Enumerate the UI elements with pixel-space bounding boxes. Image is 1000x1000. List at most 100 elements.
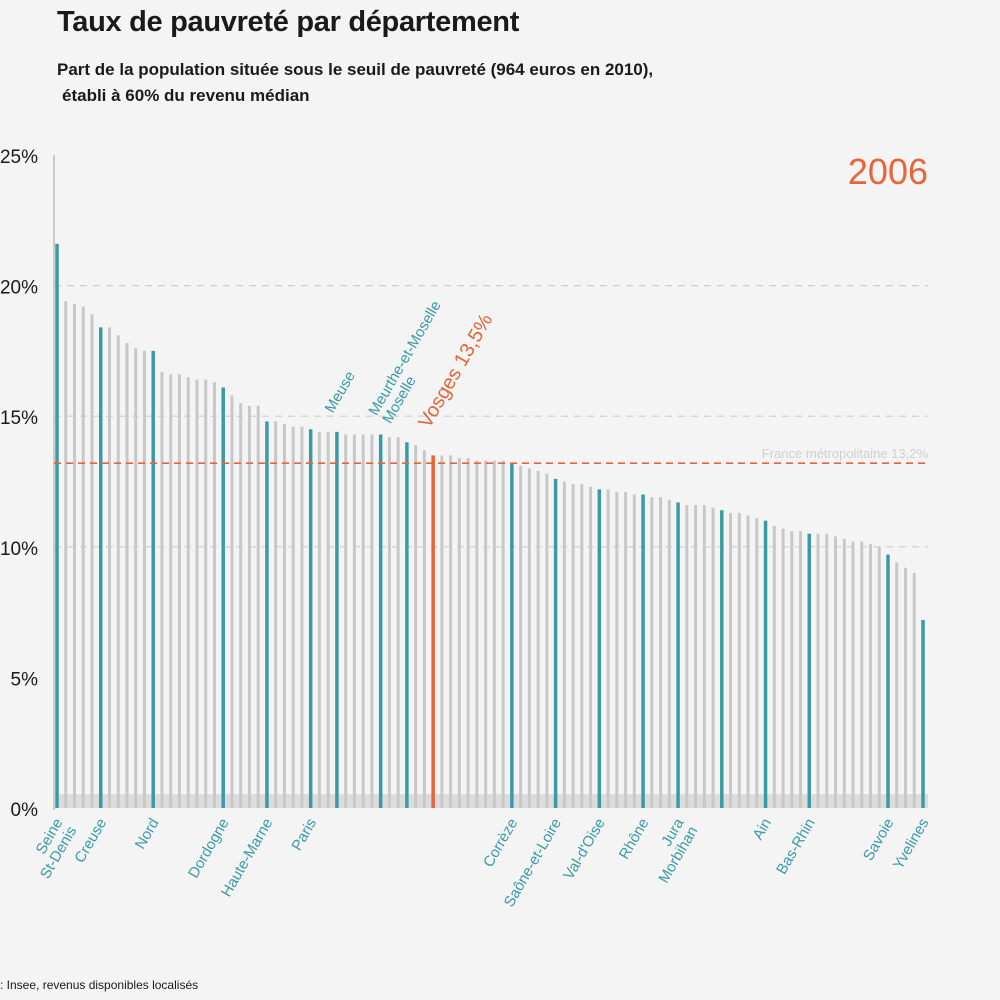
bar-90: [842, 538, 846, 808]
grid-layer: [53, 155, 928, 810]
x-label-group: Nord: [132, 816, 163, 853]
bar-86: [807, 533, 812, 808]
bar-92: [860, 541, 864, 808]
x-label-group: Ain: [749, 816, 775, 843]
bar-60: [580, 484, 584, 808]
bar-36: [370, 434, 374, 808]
bar-63: [606, 489, 610, 808]
bar-16: [195, 379, 199, 808]
bar-69: [659, 497, 663, 808]
bar-35: [361, 434, 365, 808]
x-label-group: Corrèze: [480, 816, 521, 871]
x-label: Rhône: [616, 816, 653, 863]
top-label-group: Meuse: [322, 368, 359, 415]
bar-30: [317, 431, 321, 808]
bar-96: [895, 562, 899, 808]
x-label-group: Val-d'Oise: [560, 816, 609, 883]
bar-38: [387, 437, 391, 808]
bar-34: [352, 434, 356, 808]
bar-52: [510, 463, 514, 808]
y-tick-label-15: 15%: [0, 408, 38, 429]
bar-64: [615, 491, 619, 808]
bar-8: [125, 343, 129, 808]
bar-55: [536, 471, 540, 808]
year-label: 2006: [848, 151, 928, 192]
bar-15: [186, 377, 190, 808]
bar-14: [177, 374, 181, 808]
bar-53: [519, 465, 523, 808]
bar-17: [204, 379, 208, 808]
x-label-group: Paris: [288, 816, 320, 854]
bar-73: [694, 505, 698, 808]
bar-89: [834, 536, 838, 808]
bar-42: [422, 450, 426, 808]
bar-82: [772, 525, 776, 808]
bar-80: [755, 518, 759, 808]
x-label: Val-d'Oise: [560, 816, 609, 883]
bar-88: [825, 533, 829, 808]
bar-9: [134, 348, 138, 808]
bar-40: [405, 442, 409, 808]
bar-13: [169, 374, 173, 808]
bar-68: [650, 497, 654, 808]
x-label: Corrèze: [480, 816, 521, 871]
bar-41: [414, 444, 418, 808]
bar-71: [676, 502, 680, 808]
bar-46: [457, 457, 461, 808]
reference-label: France métropolitaine 13,2%: [762, 446, 929, 461]
bar-43: [431, 455, 435, 808]
bars-layer: [55, 243, 925, 809]
bar-74: [702, 505, 706, 808]
x-label-group: Creuse: [71, 816, 110, 866]
bar-76: [720, 510, 724, 808]
bar-29: [308, 429, 313, 808]
bar-23: [256, 405, 260, 808]
chart-title: Taux de pauvreté par département: [57, 6, 520, 38]
x-label-group: Rhône: [616, 816, 653, 863]
y-tick-label-10: 10%: [0, 539, 38, 560]
bar-31: [326, 431, 330, 808]
bar-32: [335, 431, 339, 808]
y-tick-label-0: 0%: [11, 800, 39, 821]
chart-subtitle-line1: Part de la population située sous le seu…: [57, 60, 654, 79]
bar-7: [116, 335, 120, 808]
x-label: Ain: [749, 816, 775, 843]
bar-26: [282, 424, 286, 808]
bar-11: [151, 350, 155, 808]
bar-66: [632, 494, 636, 808]
bar-91: [851, 541, 855, 808]
bar-75: [711, 507, 715, 808]
bar-19: [221, 387, 225, 808]
bar-5: [98, 327, 103, 808]
bar-1: [64, 301, 68, 808]
bar-99: [921, 619, 925, 808]
bar-12: [160, 371, 164, 808]
chart-subtitle-line2: établi à 60% du revenu médian: [62, 86, 310, 105]
x-label-group: Savoie: [860, 816, 898, 864]
bar-79: [746, 515, 750, 808]
bar-27: [291, 426, 295, 808]
bar-70: [667, 499, 671, 808]
bar-97: [904, 567, 908, 808]
bar-95: [886, 554, 890, 808]
source-note: : Insee, revenus disponibles localisés: [0, 978, 199, 992]
x-label: Creuse: [71, 816, 110, 866]
bar-24: [265, 421, 269, 808]
bar-51: [501, 460, 505, 808]
bar-54: [527, 468, 531, 808]
y-tick-label-20: 20%: [0, 278, 38, 299]
bar-3: [81, 306, 85, 808]
bar-98: [912, 572, 916, 808]
bar-48: [475, 460, 479, 808]
bar-6: [107, 327, 111, 808]
bar-44: [440, 455, 444, 808]
bar-4: [90, 314, 94, 808]
bar-2: [72, 303, 76, 808]
bar-59: [571, 484, 575, 808]
bar-28: [300, 426, 304, 808]
bar-20: [230, 395, 234, 808]
